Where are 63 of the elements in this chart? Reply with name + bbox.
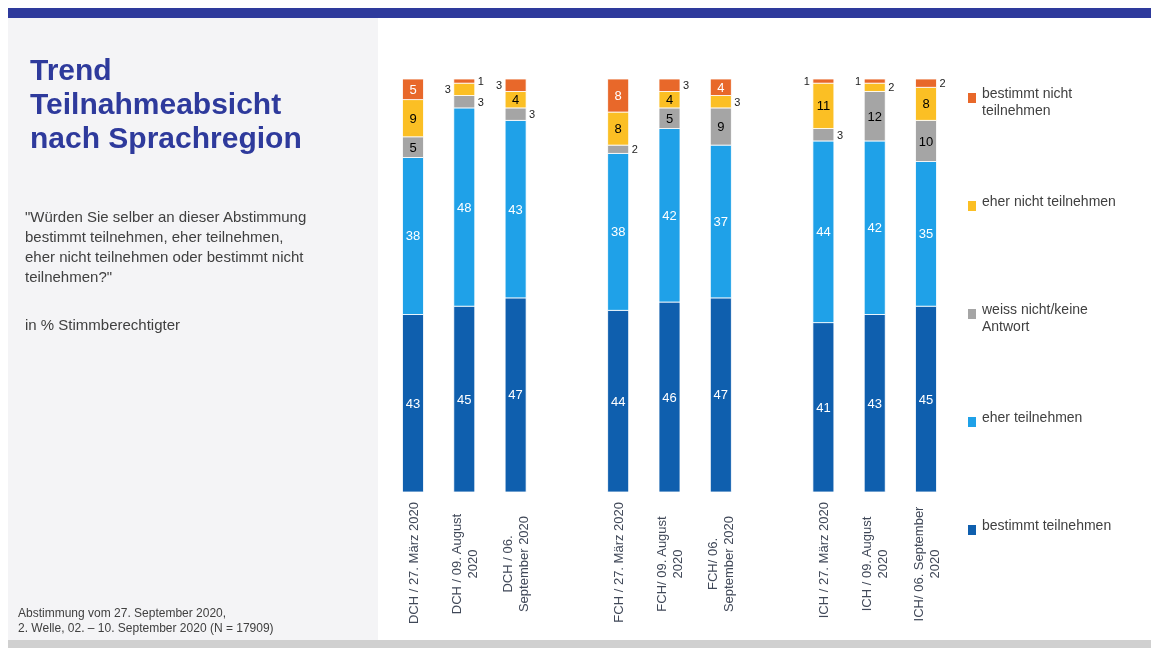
data-label: 3	[444, 83, 451, 96]
x-tick-label: ICH / 09. August 2020	[859, 516, 891, 612]
x-tick-label: FCH/ 09. August 2020	[654, 515, 686, 612]
data-label: 3	[683, 79, 690, 92]
legend-label: weiss nicht/keine Antwort	[981, 301, 1089, 334]
chart-title: Trend Teilnahmeabsicht nach Sprachregion	[30, 53, 302, 154]
data-label: 4	[665, 92, 674, 108]
data-label: 1	[855, 74, 862, 87]
data-label: 41	[816, 399, 831, 415]
data-label: 2	[939, 76, 946, 89]
data-label: 12	[867, 108, 882, 124]
data-label: 9	[717, 119, 725, 135]
data-label: 45	[918, 391, 934, 407]
data-label: 4	[511, 92, 520, 108]
data-label: 37	[713, 214, 729, 230]
data-label: 8	[922, 96, 930, 112]
data-label: 11	[816, 98, 831, 114]
data-label: 3	[529, 107, 536, 120]
text: "Würden Sie selber an dieser Abstimmung bestimmt teilnehmen, eher teilnehmen, eher nicht teilnehmen oder bestimmt nicht teilnehmen?"	[25, 208, 307, 285]
legend-label: bestimmt teilnehmen	[982, 517, 1112, 533]
data-label: 3	[734, 95, 741, 108]
data-label: 38	[405, 228, 421, 244]
data-label: 2	[888, 81, 895, 94]
data-label: 2	[631, 143, 638, 156]
data-label: 8	[614, 121, 622, 137]
data-label: 3	[495, 79, 503, 92]
data-label: 35	[918, 226, 934, 242]
data-label: 5	[665, 110, 674, 126]
data-label: 4	[717, 79, 725, 95]
data-label: 3	[836, 128, 844, 141]
data-label: 1	[803, 74, 810, 87]
legend-label: bestimmt nicht teilnehmen	[982, 85, 1073, 118]
data-label: 42	[867, 220, 882, 236]
data-label: 47	[508, 387, 523, 403]
data-label: 43	[405, 395, 421, 411]
data-label: 38	[610, 224, 626, 240]
data-label: 8	[614, 88, 622, 104]
data-label: 5	[409, 139, 417, 155]
data-label: 9	[409, 110, 417, 126]
data-label: 44	[610, 393, 626, 409]
data-label: 3	[477, 95, 484, 108]
data-label: 48	[457, 199, 472, 215]
text: Abstimmung vom 27. September 2020, 2. Welle, 02. – 10. September 2020 (N = 17909)	[18, 606, 274, 635]
data-label: 44	[816, 224, 831, 240]
x-tick-label: FCH/ 06. September 2020	[705, 515, 737, 613]
data-label: 10	[918, 133, 934, 149]
legend-label: eher nicht teilnehmen	[982, 193, 1116, 209]
data-label: 43	[867, 395, 882, 411]
data-label: 42	[662, 207, 677, 223]
data-label: 46	[662, 389, 677, 405]
x-tick-label: DCH / 27. März 2020	[405, 502, 421, 625]
x-tick-label: DCH / 09. August 2020	[448, 513, 480, 615]
data-label: 5	[409, 81, 417, 97]
x-tick-label: ICH/ 06. September 2020	[910, 505, 942, 622]
data-label: 45	[457, 391, 472, 407]
text: in % Stimmberechtigter	[25, 316, 181, 333]
data-label: 43	[508, 201, 523, 217]
x-tick-label: ICH / 27. März 2020	[815, 502, 831, 619]
data-label: 1	[477, 74, 484, 87]
x-tick-label: FCH / 27. März 2020	[610, 502, 626, 623]
data-label: 47	[713, 387, 729, 403]
legend-label: eher teilnehmen	[982, 409, 1083, 425]
x-tick-label: DCH / 06. September 2020	[500, 515, 532, 613]
